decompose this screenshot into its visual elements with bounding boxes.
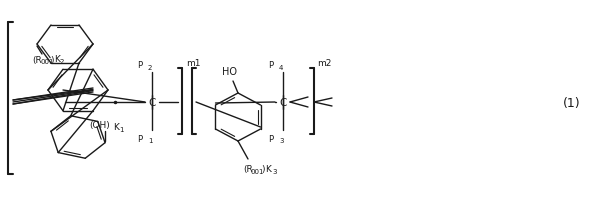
Text: m2: m2 (317, 58, 331, 67)
Text: (OH): (OH) (90, 121, 110, 129)
Text: m1: m1 (186, 58, 200, 67)
Text: 001: 001 (40, 59, 53, 65)
Text: P: P (268, 61, 273, 70)
Text: 4: 4 (279, 65, 283, 71)
Text: C: C (279, 98, 286, 107)
Text: ): ) (50, 55, 53, 64)
Text: 3: 3 (279, 137, 283, 143)
Text: 2: 2 (60, 59, 65, 65)
Text: (1): (1) (563, 96, 581, 109)
Text: P: P (137, 61, 142, 70)
Text: (R: (R (32, 55, 42, 64)
Text: 1: 1 (119, 126, 123, 132)
Text: K: K (113, 123, 119, 132)
Text: HO: HO (222, 67, 238, 77)
Text: K: K (265, 165, 271, 174)
Text: 3: 3 (272, 168, 276, 174)
Text: K: K (54, 55, 60, 64)
Text: 001: 001 (251, 168, 264, 174)
Text: 2: 2 (148, 65, 152, 71)
Text: (R: (R (243, 165, 253, 174)
Text: P: P (137, 134, 142, 143)
Text: P: P (268, 134, 273, 143)
Text: ): ) (261, 165, 264, 174)
Text: 1: 1 (148, 137, 152, 143)
Text: C: C (148, 98, 156, 107)
